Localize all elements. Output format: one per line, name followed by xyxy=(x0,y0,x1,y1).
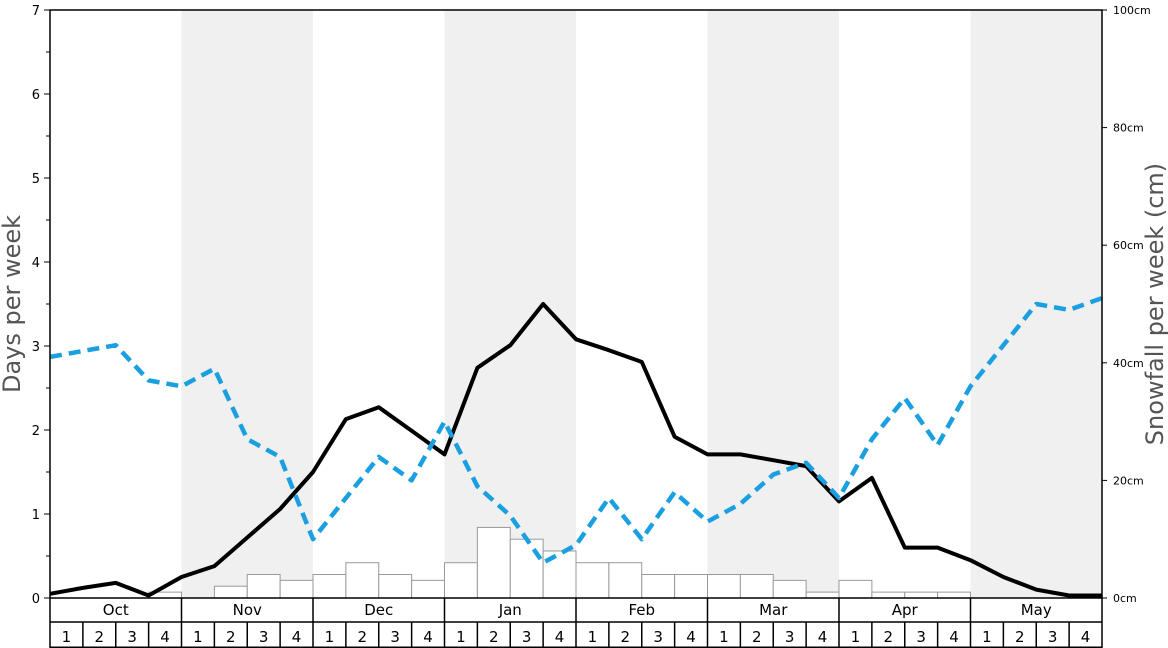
snow-days-line xyxy=(49,302,1102,598)
week-label: 3 xyxy=(1048,628,1058,646)
snowfall-bar xyxy=(345,562,380,599)
left-tick-label: 6 xyxy=(32,88,40,103)
week-label: 3 xyxy=(259,628,269,646)
week-label: 1 xyxy=(456,628,466,646)
right-tick-label: 100cm xyxy=(1113,4,1151,17)
snowfall-bar xyxy=(444,562,478,599)
snowfall-bar xyxy=(279,579,314,599)
month-axis: Oct 1 2 3 4 Nov 1 2 3 4 Dec 1 2 3 4 Jan 1 2 3 4 Feb 1 2 3 4 Mar 1 2… xyxy=(49,598,1103,648)
week-label: 1 xyxy=(719,628,729,646)
snowfall-bar xyxy=(213,585,248,599)
week-label: 3 xyxy=(653,628,663,646)
snowfall-bar xyxy=(575,562,610,599)
week-label: 4 xyxy=(686,628,696,646)
right-tick-label: 40cm xyxy=(1113,357,1144,370)
week-label: 1 xyxy=(982,628,992,646)
snowfall-bar xyxy=(772,579,807,599)
data-lines xyxy=(49,295,1103,598)
right-tick-label: 20cm xyxy=(1113,474,1144,487)
snowfall-bar xyxy=(871,591,906,599)
week-label: 1 xyxy=(193,628,203,646)
week-label: 2 xyxy=(95,628,105,646)
week-label: 2 xyxy=(226,628,236,646)
week-label: 4 xyxy=(292,628,302,646)
snowfall-bar xyxy=(739,573,774,599)
month-shade-mar xyxy=(707,10,839,598)
week-label: 1 xyxy=(588,628,598,646)
week-label: 3 xyxy=(390,628,400,646)
week-label: 2 xyxy=(1015,628,1025,646)
snowfall-bar xyxy=(904,591,939,599)
left-tick-label: 5 xyxy=(32,172,40,187)
week-label: 4 xyxy=(818,628,828,646)
week-label: 4 xyxy=(949,628,959,646)
week-label: 1 xyxy=(62,628,72,646)
week-label: 4 xyxy=(160,628,170,646)
left-axis-title: Days per week xyxy=(0,215,26,393)
week-label: 1 xyxy=(851,628,861,646)
month-shade-nov xyxy=(181,10,313,598)
left-axis: 0 1 2 3 4 5 6 7 xyxy=(32,4,50,607)
left-tick-label: 3 xyxy=(32,340,40,355)
snowfall-line xyxy=(49,295,1103,565)
snowfall-bar xyxy=(608,562,643,599)
week-label: 4 xyxy=(555,628,565,646)
left-tick-label: 7 xyxy=(32,4,40,19)
right-tick-label: 60cm xyxy=(1113,239,1144,252)
snowfall-bar xyxy=(378,573,413,599)
week-label: 3 xyxy=(916,628,926,646)
month-label: Jan xyxy=(498,601,522,619)
snowfall-bar xyxy=(476,526,511,599)
week-label: 3 xyxy=(127,628,137,646)
month-label: Mar xyxy=(759,601,788,619)
snowfall-bar xyxy=(707,573,741,599)
week-label: 2 xyxy=(358,628,368,646)
month-label: Apr xyxy=(892,601,919,619)
month-shading xyxy=(181,10,1102,598)
right-axis: 0cm 20cm 40cm 60cm 80cm 100cm xyxy=(1102,4,1151,605)
week-label: 2 xyxy=(489,628,499,646)
week-label: 2 xyxy=(752,628,762,646)
month-label: Nov xyxy=(233,601,262,619)
right-axis-title: Snowfall per week (cm) xyxy=(1141,163,1168,445)
month-label: Dec xyxy=(364,601,393,619)
snowfall-bar xyxy=(312,573,347,599)
snowfall-bar xyxy=(838,579,873,599)
snowfall-bar xyxy=(937,591,971,599)
week-label: 1 xyxy=(325,628,335,646)
right-tick-label: 0cm xyxy=(1113,592,1137,605)
left-tick-label: 4 xyxy=(32,256,40,271)
snowfall-bar xyxy=(674,573,708,599)
week-label: 4 xyxy=(1081,628,1091,646)
month-label: Feb xyxy=(628,601,655,619)
week-label: 4 xyxy=(423,628,433,646)
snowfall-bar xyxy=(411,579,445,599)
month-label: May xyxy=(1021,601,1052,619)
week-label: 3 xyxy=(785,628,795,646)
snowfall-bar xyxy=(805,591,840,599)
week-label: 2 xyxy=(884,628,894,646)
snowfall-bar xyxy=(641,573,676,599)
left-tick-label: 2 xyxy=(32,424,40,439)
week-label: 2 xyxy=(621,628,631,646)
snowfall-bar xyxy=(246,573,281,599)
month-label: Oct xyxy=(103,601,129,619)
snowfall-bars xyxy=(148,526,971,599)
snowfall-bar xyxy=(509,538,544,599)
left-tick-label: 0 xyxy=(32,592,40,607)
month-shade-jan xyxy=(444,10,576,598)
week-label: 3 xyxy=(522,628,532,646)
left-tick-label: 1 xyxy=(32,508,40,523)
right-tick-label: 80cm xyxy=(1113,122,1144,135)
